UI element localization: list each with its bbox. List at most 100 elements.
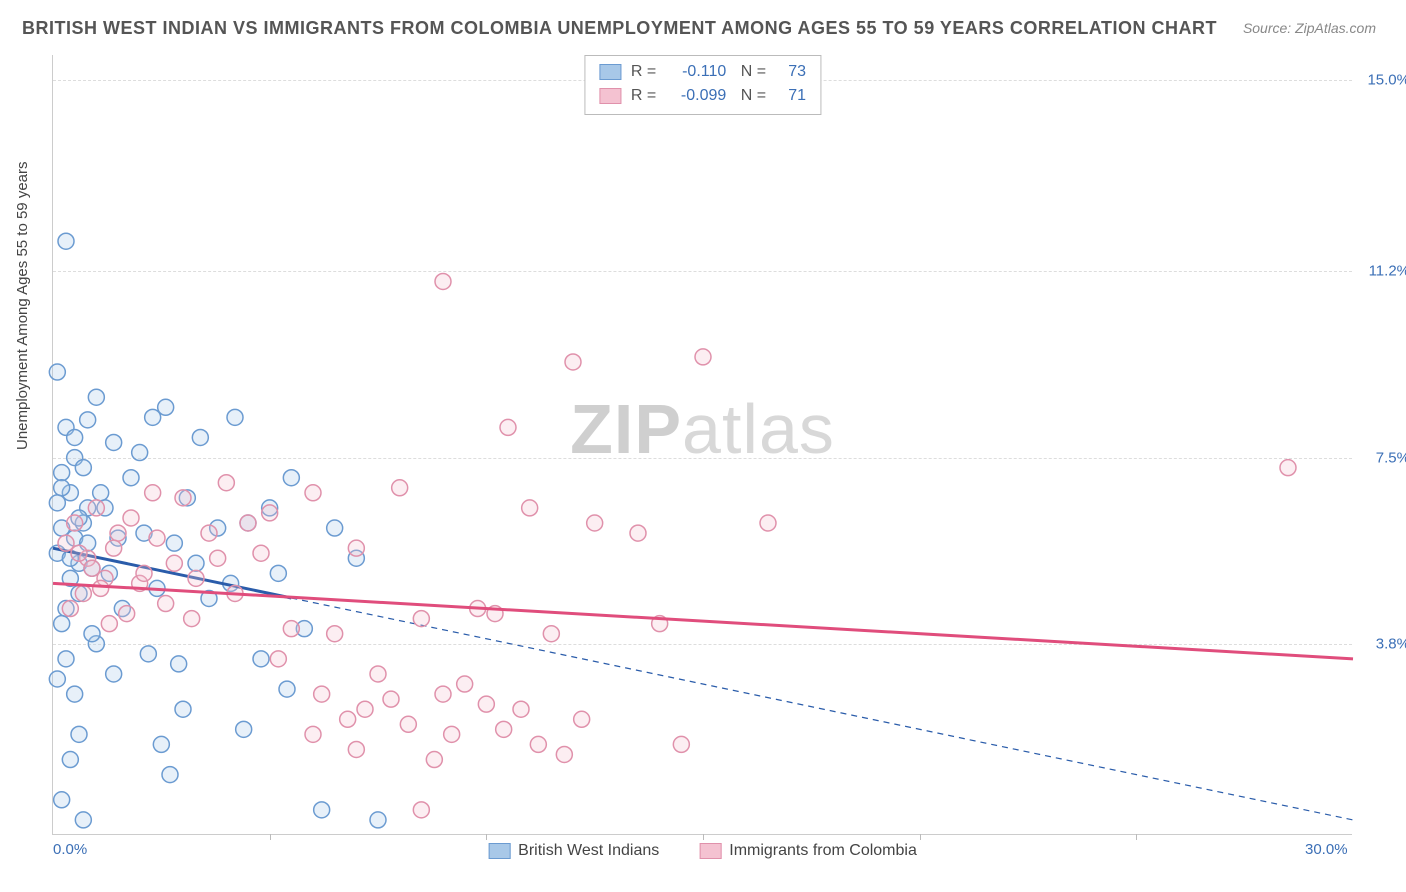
scatter-point	[314, 686, 330, 702]
scatter-point	[279, 681, 295, 697]
xtick-mark	[1136, 834, 1137, 840]
source-attribution: Source: ZipAtlas.com	[1243, 20, 1376, 36]
scatter-point	[543, 626, 559, 642]
scatter-point	[327, 626, 343, 642]
scatter-point	[75, 460, 91, 476]
r-value-0: -0.110	[666, 60, 726, 84]
scatter-point	[340, 711, 356, 727]
scatter-point	[93, 485, 109, 501]
scatter-point	[392, 480, 408, 496]
ytick-label: 11.2%	[1369, 263, 1406, 280]
correlation-stats-box: R = -0.110 N = 73 R = -0.099 N = 71	[584, 55, 821, 115]
ytick-label: 7.5%	[1376, 449, 1406, 466]
scatter-point	[201, 525, 217, 541]
scatter-point	[162, 767, 178, 783]
xtick-mark	[486, 834, 487, 840]
legend-label-1: Immigrants from Colombia	[729, 842, 917, 860]
scatter-point	[348, 741, 364, 757]
swatch-series-1	[599, 88, 621, 104]
scatter-point	[500, 419, 516, 435]
xtick-label: 0.0%	[53, 841, 87, 858]
scatter-point	[530, 736, 546, 752]
scatter-point	[132, 445, 148, 461]
scatter-point	[227, 409, 243, 425]
scatter-point	[695, 349, 711, 365]
scatter-point	[175, 701, 191, 717]
scatter-point	[54, 792, 70, 808]
scatter-point	[1280, 460, 1296, 476]
scatter-point	[426, 752, 442, 768]
scatter-point	[171, 656, 187, 672]
scatter-point	[357, 701, 373, 717]
scatter-point	[119, 606, 135, 622]
scatter-point	[67, 515, 83, 531]
ytick-label: 15.0%	[1367, 72, 1406, 89]
scatter-point	[123, 510, 139, 526]
scatter-point	[188, 555, 204, 571]
scatter-point	[348, 540, 364, 556]
r-value-1: -0.099	[666, 84, 726, 108]
scatter-point	[54, 480, 70, 496]
scatter-point	[383, 691, 399, 707]
scatter-point	[444, 726, 460, 742]
scatter-point	[158, 596, 174, 612]
scatter-point	[513, 701, 529, 717]
y-axis-label: Unemployment Among Ages 55 to 59 years	[14, 161, 31, 450]
scatter-point	[84, 560, 100, 576]
scatter-point	[54, 465, 70, 481]
scatter-point	[136, 565, 152, 581]
scatter-point	[240, 515, 256, 531]
scatter-point	[158, 399, 174, 415]
scatter-point	[253, 545, 269, 561]
scatter-point	[88, 500, 104, 516]
legend-item-1: Immigrants from Colombia	[699, 842, 917, 860]
scatter-point	[496, 721, 512, 737]
scatter-point	[413, 802, 429, 818]
scatter-point	[49, 671, 65, 687]
scatter-point	[435, 273, 451, 289]
n-value-0: 73	[776, 60, 806, 84]
swatch-series-0	[599, 64, 621, 80]
scatter-point	[49, 364, 65, 380]
scatter-point	[192, 429, 208, 445]
legend-swatch-0	[488, 843, 510, 859]
bottom-legend: British West Indians Immigrants from Col…	[488, 842, 917, 860]
scatter-point	[75, 585, 91, 601]
scatter-point	[101, 616, 117, 632]
scatter-point	[457, 676, 473, 692]
scatter-point	[283, 470, 299, 486]
scatter-point	[587, 515, 603, 531]
scatter-point	[370, 666, 386, 682]
scatter-point	[400, 716, 416, 732]
scatter-point	[218, 475, 234, 491]
scatter-point	[188, 570, 204, 586]
scatter-point	[80, 412, 96, 428]
scatter-point	[149, 530, 165, 546]
scatter-point	[54, 616, 70, 632]
regression-line	[53, 583, 1353, 658]
n-value-1: 71	[776, 84, 806, 108]
xtick-mark	[920, 834, 921, 840]
legend-swatch-1	[699, 843, 721, 859]
scatter-point	[175, 490, 191, 506]
scatter-point	[106, 434, 122, 450]
scatter-point	[71, 545, 87, 561]
scatter-point	[305, 726, 321, 742]
scatter-point	[210, 550, 226, 566]
scatter-point	[630, 525, 646, 541]
scatter-point	[760, 515, 776, 531]
scatter-point	[435, 686, 451, 702]
scatter-point	[478, 696, 494, 712]
scatter-point	[262, 505, 278, 521]
legend-item-0: British West Indians	[488, 842, 659, 860]
xtick-mark	[703, 834, 704, 840]
scatter-point	[184, 611, 200, 627]
scatter-point	[67, 429, 83, 445]
legend-label-0: British West Indians	[518, 842, 659, 860]
scatter-point	[327, 520, 343, 536]
scatter-point	[413, 611, 429, 627]
ytick-label: 3.8%	[1376, 635, 1406, 652]
scatter-point	[145, 485, 161, 501]
scatter-point	[140, 646, 156, 662]
scatter-point	[153, 736, 169, 752]
